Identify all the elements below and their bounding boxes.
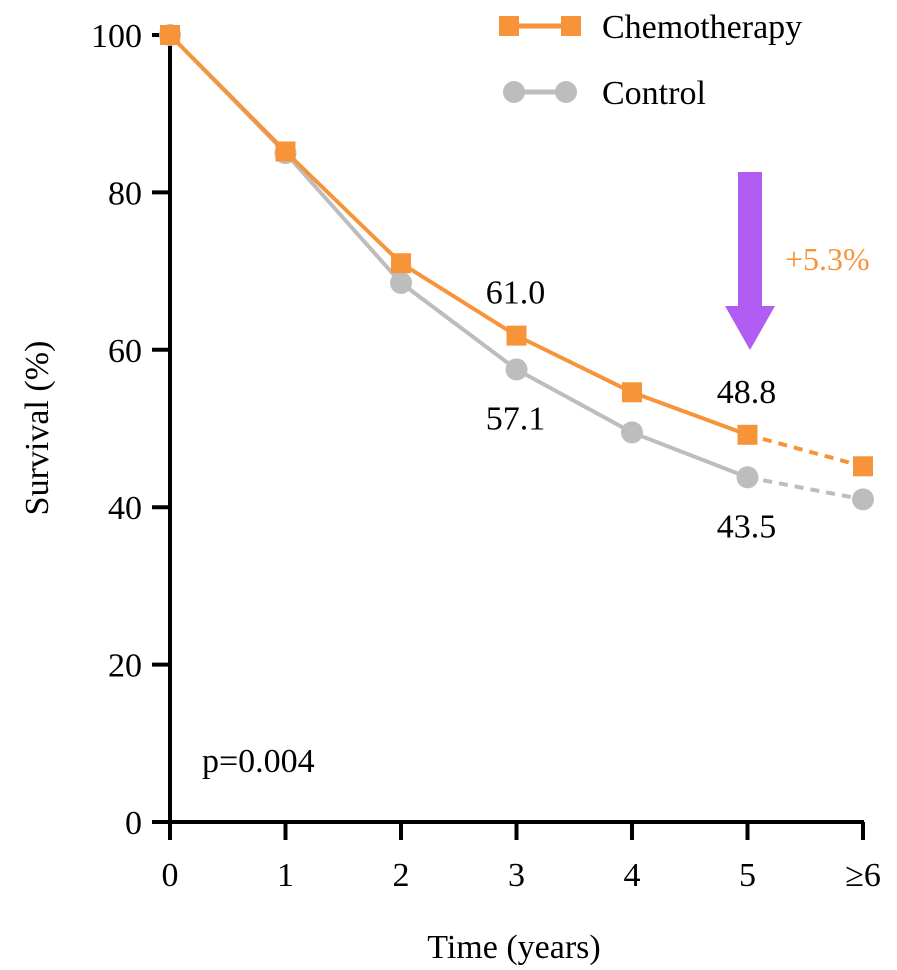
data-label: 43.5 xyxy=(717,508,777,545)
data-point xyxy=(737,424,758,445)
y-tick-label: 20 xyxy=(108,648,142,685)
data-point xyxy=(275,141,296,162)
legend-label-chemotherapy: Chemotherapy xyxy=(602,9,802,46)
x-tick-label: 1 xyxy=(277,857,294,894)
data-point xyxy=(621,421,643,444)
data-point xyxy=(853,456,873,477)
data-label: 57.1 xyxy=(486,400,546,437)
x-tick-label: 0 xyxy=(162,857,179,894)
y-tick-label: 80 xyxy=(108,175,142,212)
data-point xyxy=(160,25,180,45)
y-tick-label: 100 xyxy=(91,18,142,55)
legend-circle-marker-icon xyxy=(503,81,525,103)
y-tick-label: 40 xyxy=(108,490,142,527)
y-axis: 0 20 40 60 80 100 xyxy=(91,18,172,842)
series-chemotherapy xyxy=(160,25,873,477)
data-point xyxy=(506,325,527,346)
y-ticks: 0 20 40 60 80 100 xyxy=(91,18,170,842)
legend-label-control: Control xyxy=(602,75,706,112)
data-labels: 61.0 57.1 48.8 43.5 xyxy=(486,275,777,546)
data-label: 61.0 xyxy=(486,275,546,312)
x-tick-label: 3 xyxy=(508,857,525,894)
x-tick-label: 2 xyxy=(393,857,410,894)
legend-item-chemotherapy: Chemotherapy xyxy=(499,9,802,46)
series-line-dashed xyxy=(747,475,864,502)
difference-annotation: +5.3% xyxy=(785,241,870,277)
legend-item-control: Control xyxy=(503,75,706,112)
x-tick-label: 5 xyxy=(739,857,756,894)
data-point xyxy=(505,358,528,381)
data-point xyxy=(390,271,412,294)
y-axis-label: Survival (%) xyxy=(19,341,56,516)
series-line-dashed xyxy=(746,432,864,469)
x-ticks: 0 1 2 3 4 5 ≥6 xyxy=(162,822,881,894)
legend-circle-marker-icon xyxy=(555,81,577,103)
data-point xyxy=(622,382,642,403)
data-point xyxy=(852,488,874,511)
legend-square-marker-icon xyxy=(499,16,519,36)
data-label: 48.8 xyxy=(717,374,777,411)
x-axis: 0 1 2 3 4 5 ≥6 xyxy=(162,820,881,894)
series-layer xyxy=(159,24,874,511)
series-line xyxy=(168,33,749,437)
x-tick-label: 4 xyxy=(624,857,641,894)
difference-arrow-icon xyxy=(725,172,775,350)
x-tick-label: ≥6 xyxy=(845,857,881,894)
p-value-annotation: p=0.004 xyxy=(202,743,315,780)
data-point xyxy=(391,253,411,274)
y-tick-label: 0 xyxy=(125,805,142,842)
legend: Chemotherapy Control xyxy=(499,9,802,112)
x-axis-label: Time (years) xyxy=(427,929,600,966)
legend-square-marker-icon xyxy=(561,16,581,36)
data-point xyxy=(736,466,759,489)
y-tick-label: 60 xyxy=(108,333,142,370)
